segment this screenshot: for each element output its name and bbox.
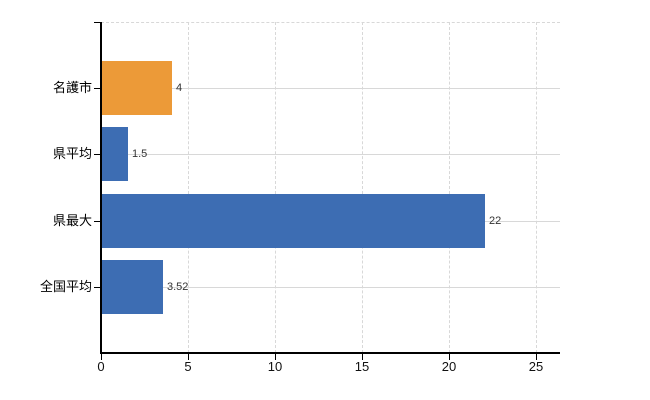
bar-value-label-1: 1.5 bbox=[132, 148, 148, 160]
bar-value-label-3: 3.52 bbox=[167, 281, 189, 293]
y-tick-1 bbox=[94, 154, 100, 155]
bar-0 bbox=[102, 61, 172, 115]
v-gridline-4 bbox=[449, 22, 450, 353]
bar-2 bbox=[102, 194, 485, 248]
x-tick-label-3: 15 bbox=[354, 359, 370, 374]
x-tick-label-1: 5 bbox=[184, 359, 192, 374]
bar-value-label-0: 4 bbox=[176, 82, 183, 94]
x-tick-1 bbox=[188, 354, 189, 360]
x-tick-label-5: 25 bbox=[528, 359, 544, 374]
x-tick-2 bbox=[275, 354, 276, 360]
x-tick-label-0: 0 bbox=[97, 359, 105, 374]
x-tick-5 bbox=[536, 354, 537, 360]
bar-3 bbox=[102, 260, 163, 314]
x-tick-0 bbox=[101, 354, 102, 360]
y-axis-top-tick bbox=[94, 22, 100, 23]
y-axis-line bbox=[100, 22, 102, 354]
x-axis-line bbox=[100, 352, 560, 354]
y-axis-label-3: 全国平均 bbox=[39, 279, 92, 294]
y-tick-2 bbox=[94, 221, 100, 222]
v-gridline-2 bbox=[275, 22, 276, 353]
h-gridline-0 bbox=[101, 88, 560, 89]
y-tick-3 bbox=[94, 287, 100, 288]
plot-top-border bbox=[101, 22, 560, 23]
v-gridline-5 bbox=[536, 22, 537, 353]
y-axis-label-0: 名護市 bbox=[52, 80, 92, 95]
bar-1 bbox=[102, 127, 128, 181]
h-gridline-3 bbox=[101, 287, 560, 288]
x-tick-label-2: 10 bbox=[267, 359, 283, 374]
v-gridline-3 bbox=[362, 22, 363, 353]
y-axis-label-2: 県最大 bbox=[52, 213, 92, 228]
y-tick-0 bbox=[94, 88, 100, 89]
h-gridline-1 bbox=[101, 154, 560, 155]
x-tick-label-4: 20 bbox=[441, 359, 457, 374]
x-tick-3 bbox=[362, 354, 363, 360]
y-axis-label-1: 県平均 bbox=[52, 146, 92, 161]
bar-value-label-2: 22 bbox=[489, 215, 502, 227]
x-tick-4 bbox=[449, 354, 450, 360]
v-gridline-1 bbox=[188, 22, 189, 353]
